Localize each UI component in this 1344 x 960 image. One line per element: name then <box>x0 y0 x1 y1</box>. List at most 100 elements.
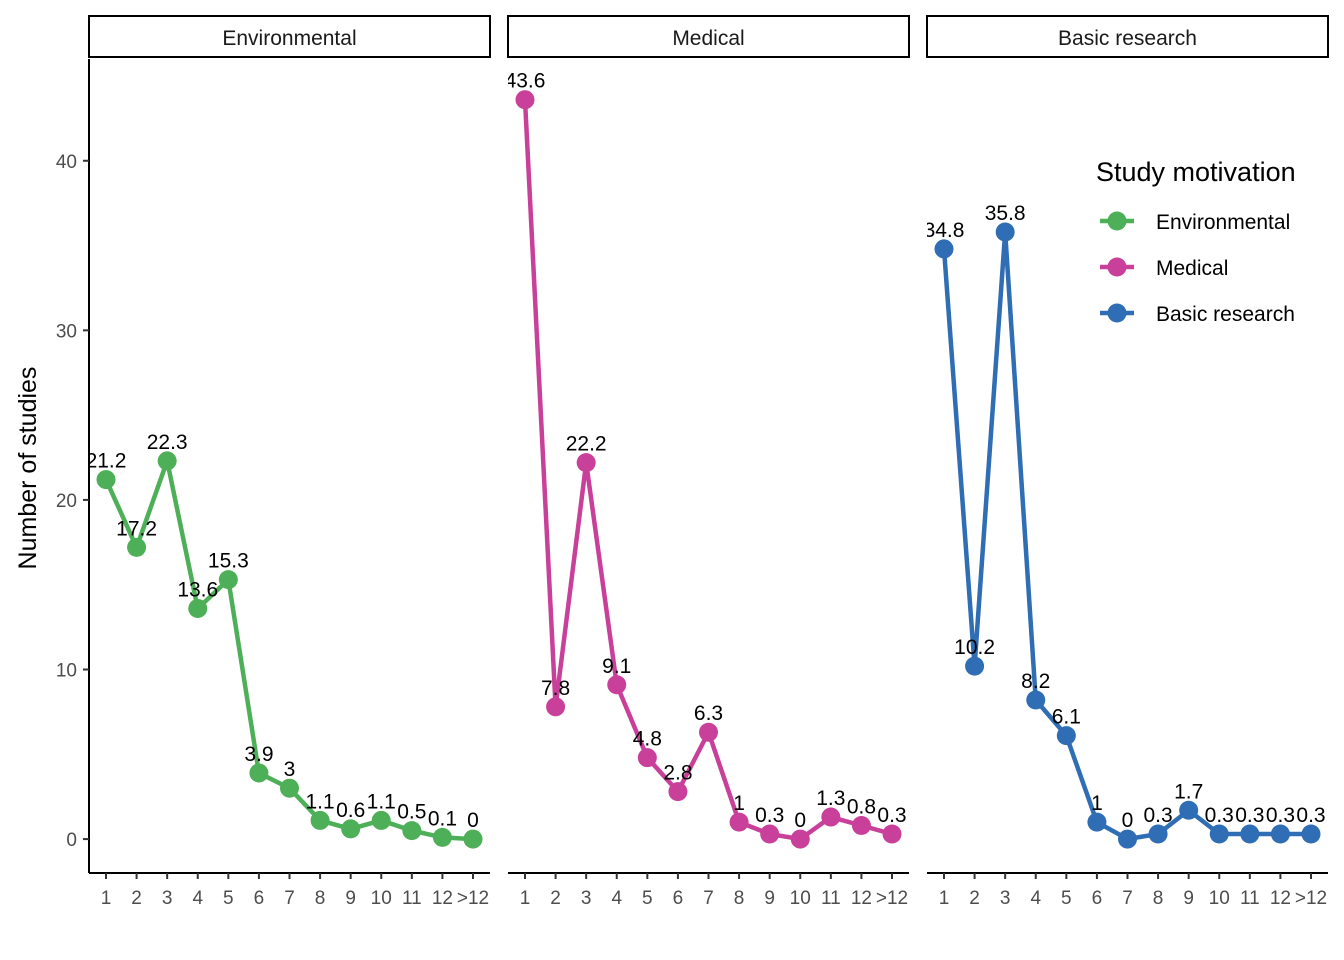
data-label: 6.1 <box>1052 706 1081 729</box>
x-tick-label: 6 <box>1092 888 1103 909</box>
data-label: 0.3 <box>1266 804 1295 827</box>
data-label: 13.6 <box>177 578 218 601</box>
data-point <box>402 821 422 841</box>
data-label: 2.8 <box>663 762 692 785</box>
data-label: 17.2 <box>116 517 157 540</box>
data-label: 0.3 <box>1143 804 1172 827</box>
legend-title: Study motivation <box>1096 157 1296 187</box>
data-point <box>576 453 596 473</box>
data-point <box>934 239 954 259</box>
x-tick-label: 9 <box>345 888 356 909</box>
data-label: 0 <box>467 809 479 832</box>
data-label: 15.3 <box>208 550 249 573</box>
data-label: 6.3 <box>694 702 723 725</box>
x-tick-label: 11 <box>821 888 841 909</box>
x-tick-label: 11 <box>402 888 422 909</box>
x-tick-label: 4 <box>1030 888 1041 909</box>
data-point <box>1148 824 1168 844</box>
data-point <box>1240 824 1260 844</box>
panel-content-medical: 43.67.822.29.14.82.86.310.3 01.3 0.8 0.3 <box>505 70 907 849</box>
x-tick-label: 2 <box>131 888 142 909</box>
data-point <box>1301 824 1321 844</box>
legend: Study motivation Environmental Medical Bas… <box>1096 157 1296 326</box>
legend-marker <box>1107 211 1127 231</box>
data-point <box>249 763 269 783</box>
y-tick-label: 30 <box>56 321 77 342</box>
x-tick-label: 12 <box>851 888 872 909</box>
data-point <box>310 810 330 830</box>
data-label: 22.2 <box>566 433 607 456</box>
legend-key-medical: Medical <box>1100 257 1228 280</box>
data-point <box>371 810 391 830</box>
data-label: 1 <box>733 792 745 815</box>
data-label: 34.8 <box>924 219 965 242</box>
data-label: 22.3 <box>147 431 188 454</box>
legend-label: Environmental <box>1156 211 1290 234</box>
x-tick-label: 1 <box>520 888 531 909</box>
y-tick-label: 0 <box>66 830 77 851</box>
x-tick-label: 9 <box>1183 888 1194 909</box>
x-tick-label: 9 <box>764 888 775 909</box>
x-tick-label: 5 <box>642 888 653 909</box>
strip-basic-research <box>926 15 1329 58</box>
data-label: 9.1 <box>602 655 631 678</box>
x-tick-label: 8 <box>315 888 326 909</box>
strip-environmental <box>88 15 491 58</box>
data-label: 0 <box>1122 809 1134 832</box>
data-point <box>463 829 483 849</box>
x-tick-label: 5 <box>1061 888 1072 909</box>
legend-key-basic-research: Basic research <box>1100 303 1295 326</box>
x-tick-label: 4 <box>611 888 622 909</box>
data-label: 0.3 <box>755 804 784 827</box>
data-point <box>1179 800 1199 820</box>
data-point <box>699 722 718 742</box>
x-tick-label: 8 <box>1153 888 1164 909</box>
x-tick-label: >12 <box>1295 888 1327 909</box>
x-tick-label: 6 <box>254 888 265 909</box>
data-point <box>432 827 452 847</box>
data-point <box>188 598 208 618</box>
legend-marker <box>1107 303 1127 323</box>
x-tick-label: 3 <box>1000 888 1011 909</box>
y-axis-label: Number of studies <box>14 367 42 570</box>
x-tick-label: >12 <box>876 888 908 909</box>
data-label: 0.1 <box>428 807 457 830</box>
data-point <box>546 697 566 717</box>
data-label: 1 <box>1091 792 1103 815</box>
data-point <box>851 816 871 836</box>
data-point <box>637 748 657 768</box>
legend-label: Medical <box>1156 257 1228 280</box>
x-tick-label: 10 <box>1209 888 1230 909</box>
data-point <box>668 782 688 802</box>
panel-content-basic-research: 34.810.235.88.26.110 0.31.70.3 0.3 0.3 0.3 <box>924 202 1326 849</box>
data-point <box>127 537 147 557</box>
data-point <box>1026 690 1046 710</box>
data-point <box>515 90 535 110</box>
panel-content-environmental: 21.217.222.313.615.33.931.1 0.6 1.1 0.5 0.1 0 <box>89 431 483 849</box>
x-tick-label: 4 <box>192 888 203 909</box>
data-label: 7.8 <box>541 677 570 700</box>
data-point <box>760 824 780 844</box>
data-label: 0 <box>794 809 806 832</box>
data-label: 0.3 <box>877 804 906 827</box>
legend-key-environmental: Environmental <box>1100 211 1290 234</box>
data-label: 35.8 <box>985 202 1026 225</box>
data-point <box>965 656 985 676</box>
data-label: 4.8 <box>633 728 662 751</box>
data-point <box>1209 824 1229 844</box>
data-label: 1.1 <box>367 790 396 813</box>
data-point <box>1056 726 1076 746</box>
x-tick-label: 6 <box>673 888 684 909</box>
data-label: 43.6 <box>505 70 546 93</box>
x-tick-label: 7 <box>703 888 714 909</box>
data-point <box>96 470 116 490</box>
x-tick-label: 2 <box>969 888 980 909</box>
data-label: 10.2 <box>954 636 995 659</box>
data-point <box>995 222 1015 242</box>
data-point <box>790 829 810 849</box>
x-tick-label: >12 <box>457 888 489 909</box>
